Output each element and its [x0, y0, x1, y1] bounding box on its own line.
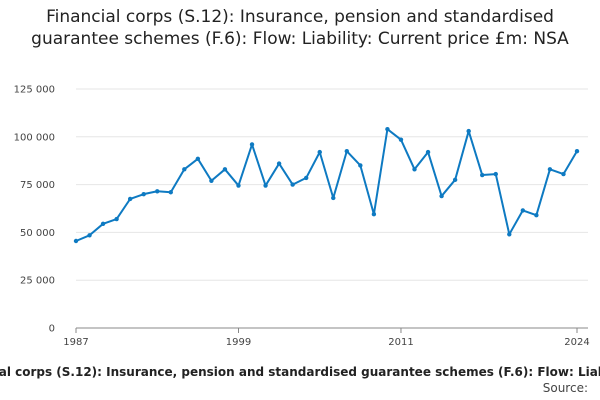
- series: [73, 126, 580, 244]
- data-point: [182, 167, 187, 172]
- data-point: [222, 167, 228, 172]
- x-tick-label: 1987: [63, 337, 88, 348]
- data-point: [520, 208, 526, 213]
- y-axis: 0 25 000 50 000 75 000 100 000 125 000: [14, 85, 55, 335]
- data-point: [127, 196, 133, 202]
- x-axis: [75, 328, 578, 333]
- chart-caption-text: Financial corps (S.12): Insurance, pensi…: [0, 365, 600, 379]
- data-point: [73, 238, 79, 244]
- series-line: [75, 128, 578, 242]
- data-point: [534, 212, 539, 218]
- data-point: [385, 126, 390, 132]
- data-point: [249, 142, 255, 147]
- data-point: [574, 148, 580, 154]
- data-point: [507, 232, 512, 237]
- data-point: [87, 233, 92, 238]
- chart-caption: Financial corps (S.12): Insurance, pensi…: [0, 365, 600, 379]
- data-point: [209, 178, 214, 183]
- data-point: [331, 195, 336, 201]
- data-point: [547, 167, 553, 172]
- data-point: [425, 149, 431, 155]
- data-point: [480, 172, 485, 178]
- data-point: [358, 163, 363, 168]
- data-point: [168, 190, 173, 195]
- data-point: [100, 221, 106, 226]
- data-point: [195, 156, 201, 161]
- data-point: [236, 183, 241, 188]
- data-point: [466, 128, 471, 134]
- y-tick-label: 25 000: [20, 276, 55, 287]
- data-point: [371, 212, 377, 217]
- y-tick-label: 50 000: [20, 228, 55, 239]
- data-point: [317, 149, 322, 155]
- x-axis-labels: 1987 1999 2011 2024: [63, 337, 589, 348]
- data-point: [303, 175, 309, 181]
- data-point: [263, 183, 268, 188]
- data-point: [398, 137, 404, 142]
- data-point: [276, 161, 282, 166]
- data-point: [141, 191, 146, 197]
- x-tick-label: 2011: [388, 337, 413, 348]
- data-point: [344, 148, 350, 154]
- data-point: [452, 177, 458, 183]
- y-tick-label: 75 000: [20, 180, 55, 191]
- data-point: [561, 171, 566, 177]
- y-tick-label: 125 000: [14, 85, 55, 96]
- y-tick-label: 100 000: [14, 132, 55, 143]
- source-label: Source:: [542, 381, 588, 395]
- gridlines: [76, 88, 588, 329]
- data-point: [439, 193, 444, 199]
- x-tick-label: 1999: [226, 337, 251, 348]
- data-point: [493, 171, 498, 177]
- data-point: [412, 167, 417, 172]
- data-point: [114, 216, 119, 222]
- data-point: [155, 189, 160, 194]
- chart-title: Financial corps (S.12): Insurance, pensi…: [31, 7, 569, 49]
- x-tick-label: 2024: [564, 337, 589, 348]
- data-point: [290, 182, 295, 187]
- y-tick-label: 0: [49, 324, 55, 335]
